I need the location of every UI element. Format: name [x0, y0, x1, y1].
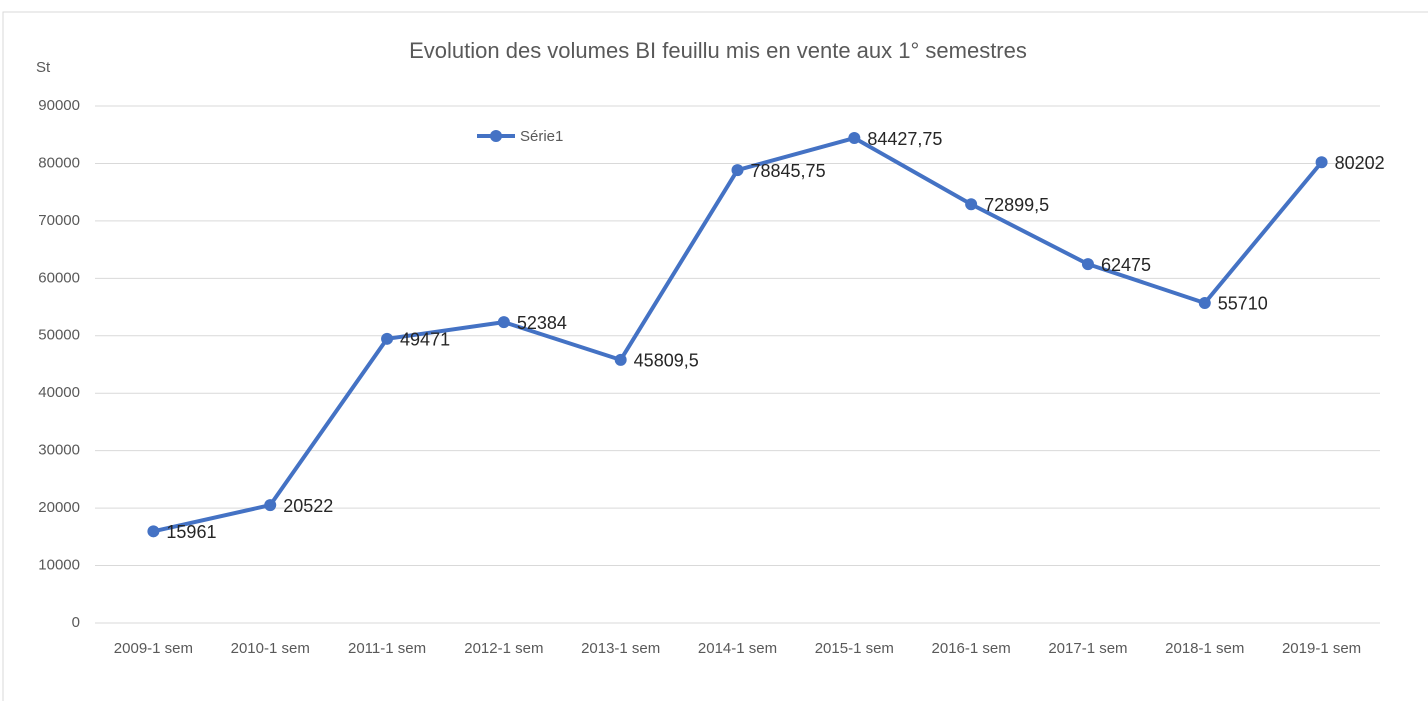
data-point [1081, 258, 1094, 271]
y-axis-label: St [36, 59, 51, 76]
data-point [731, 164, 744, 177]
data-point [264, 499, 277, 512]
chart-title: Evolution des volumes BI feuillu mis en … [409, 38, 1027, 63]
y-tick-label: 50000 [38, 327, 80, 344]
y-tick-label: 30000 [38, 442, 80, 459]
data-label: 45809,5 [634, 351, 699, 371]
x-tick-label: 2012-1 sem [464, 640, 543, 657]
y-tick-label: 0 [72, 614, 80, 631]
chart-border [2, 11, 1428, 701]
x-tick-label: 2019-1 sem [1282, 640, 1361, 657]
data-label: 52384 [517, 313, 567, 333]
data-point [381, 332, 394, 345]
data-point [1315, 156, 1328, 169]
data-label: 78845,75 [751, 161, 826, 181]
y-tick-label: 90000 [38, 97, 80, 114]
data-label: 49471 [400, 330, 450, 350]
data-label: 55710 [1218, 294, 1268, 314]
y-tick-label: 20000 [38, 499, 80, 516]
y-tick-label: 40000 [38, 384, 80, 401]
data-point [965, 198, 978, 211]
data-label: 72899,5 [984, 195, 1049, 215]
series-line [152, 136, 1324, 534]
data-label: 15961 [166, 522, 216, 542]
x-tick-label: 2010-1 sem [231, 640, 310, 657]
x-tick-label: 2009-1 sem [114, 640, 193, 657]
data-label: 20522 [283, 496, 333, 516]
data-point [1198, 296, 1211, 309]
data-point [497, 316, 510, 329]
x-tick-label: 2017-1 sem [1048, 640, 1127, 657]
data-point [147, 525, 160, 538]
data-label: 62475 [1101, 255, 1151, 275]
y-tick-label: 80000 [38, 154, 80, 171]
y-tick-label: 70000 [38, 212, 80, 229]
y-tick-label: 10000 [38, 557, 80, 574]
data-point [848, 132, 861, 145]
data-point [614, 353, 627, 366]
x-tick-label: 2015-1 sem [815, 640, 894, 657]
legend-marker [490, 130, 502, 142]
legend-label: Série1 [520, 128, 563, 145]
x-tick-label: 2011-1 sem [348, 640, 426, 657]
x-tick-label: 2014-1 sem [698, 640, 777, 657]
x-tick-label: 2013-1 sem [581, 640, 660, 657]
y-tick-label: 60000 [38, 269, 80, 286]
data-label: 84427,75 [867, 129, 942, 149]
x-tick-label: 2016-1 sem [932, 640, 1011, 657]
x-tick-label: 2018-1 sem [1165, 640, 1244, 657]
data-label: 80202 [1335, 153, 1385, 173]
